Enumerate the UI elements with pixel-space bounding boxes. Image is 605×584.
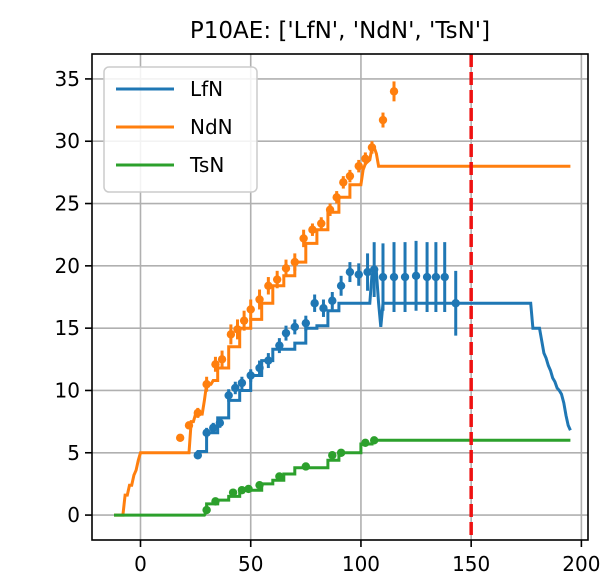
series-tsn: [114, 436, 571, 517]
data-point-lfn: [336, 281, 346, 290]
data-point-lfn: [451, 299, 460, 308]
data-point-lfn: [431, 272, 441, 282]
data-point-ndn: [264, 281, 273, 290]
data-point-lfn: [422, 272, 432, 282]
y-tick-label: 25: [55, 192, 80, 216]
data-point-tsn: [202, 505, 211, 515]
legend-box: [103, 66, 258, 193]
data-point-lfn: [231, 383, 240, 393]
data-point-ndn: [317, 219, 326, 228]
x-tick-label: 0: [134, 552, 147, 576]
data-point-lfn: [389, 272, 399, 282]
data-point-ndn: [202, 380, 211, 389]
y-tick-label: 5: [67, 441, 80, 465]
data-point-lfn: [237, 378, 247, 388]
data-point-tsn: [237, 485, 247, 495]
y-tick-label: 15: [55, 316, 80, 340]
data-point-ndn: [226, 330, 236, 339]
x-tick-label: 200: [562, 552, 600, 576]
series-lfn: [193, 240, 572, 460]
legend-label-tsn: TsN: [189, 153, 224, 177]
data-point-ndn: [345, 171, 355, 181]
data-point-lfn: [354, 270, 363, 279]
data-point-tsn: [361, 438, 370, 447]
data-point-tsn: [369, 436, 379, 445]
x-tick-label: 100: [342, 552, 380, 576]
data-point-ndn: [354, 161, 363, 171]
data-point-ndn: [233, 325, 242, 334]
data-point-lfn: [400, 272, 410, 282]
data-point-tsn: [328, 451, 337, 460]
data-point-ndn: [325, 205, 335, 214]
data-point-lfn: [224, 391, 233, 400]
data-point-lfn: [378, 272, 388, 282]
data-point-lfn: [319, 304, 328, 313]
data-point-lfn: [290, 322, 300, 332]
legend: LfN NdN TsN: [103, 66, 258, 193]
data-point-lfn: [281, 328, 291, 338]
chart-title: P10AE: ['LfN', 'NdN', 'TsN']: [190, 18, 490, 44]
data-point-ndn: [367, 143, 377, 152]
data-point-ndn: [339, 178, 348, 187]
data-point-ndn: [272, 275, 282, 284]
data-point-ndn: [175, 433, 185, 443]
x-axis: 0 50 100 150 200: [134, 540, 600, 576]
data-point-lfn: [301, 318, 311, 328]
data-point-tsn: [301, 462, 311, 471]
y-tick-label: 20: [55, 254, 80, 278]
data-point-tsn: [228, 488, 238, 497]
y-tick-label: 35: [55, 67, 80, 91]
data-point-ndn: [211, 360, 220, 369]
data-point-lfn: [411, 271, 421, 281]
series-line-lfn: [194, 269, 572, 457]
data-point-ndn: [281, 264, 291, 273]
series-line-ndn: [114, 146, 571, 517]
data-point-ndn: [361, 154, 370, 163]
plot-frame: [91, 53, 589, 541]
data-point-tsn: [275, 472, 284, 481]
data-point-tsn: [211, 497, 220, 506]
data-point-ndn: [290, 257, 300, 267]
data-point-ndn: [217, 355, 227, 364]
data-point-lfn: [369, 265, 379, 274]
legend-label-lfn: LfN: [190, 77, 223, 101]
y-tick-label: 30: [55, 129, 80, 153]
x-tick-label: 150: [452, 552, 490, 576]
data-point-ndn: [239, 316, 249, 325]
legend-label-ndn: NdN: [190, 115, 233, 139]
data-point-lfn: [363, 267, 372, 277]
x-tick-label: 50: [238, 552, 263, 576]
y-axis: 0 5 10 15 20 25 30 35: [55, 67, 92, 527]
data-point-tsn: [244, 484, 253, 494]
data-point-ndn: [193, 408, 203, 418]
data-point-ndn: [246, 305, 255, 314]
y-tick-label: 0: [67, 503, 80, 527]
data-point-lfn: [193, 451, 203, 460]
data-point-ndn: [378, 115, 388, 125]
data-point-lfn: [345, 267, 355, 277]
data-point-tsn: [255, 480, 264, 490]
y-tick-label: 10: [55, 378, 80, 402]
series-ndn: [114, 81, 571, 517]
data-point-lfn: [275, 341, 284, 350]
data-point-tsn: [336, 448, 346, 457]
data-point-ndn: [184, 421, 194, 430]
data-point-lfn: [202, 428, 211, 438]
data-point-ndn: [389, 87, 399, 96]
data-point-ndn: [308, 225, 317, 234]
data-point-lfn: [264, 356, 273, 365]
data-point-lfn: [215, 418, 225, 428]
data-point-ndn: [255, 295, 264, 304]
data-point-ndn: [299, 234, 308, 243]
data-point-lfn: [209, 423, 218, 433]
data-point-lfn: [310, 299, 319, 308]
data-point-ndn: [332, 193, 341, 202]
data-point-lfn: [246, 371, 255, 380]
data-point-lfn: [328, 296, 337, 305]
data-point-lfn: [440, 272, 449, 282]
data-point-lfn: [255, 363, 264, 373]
